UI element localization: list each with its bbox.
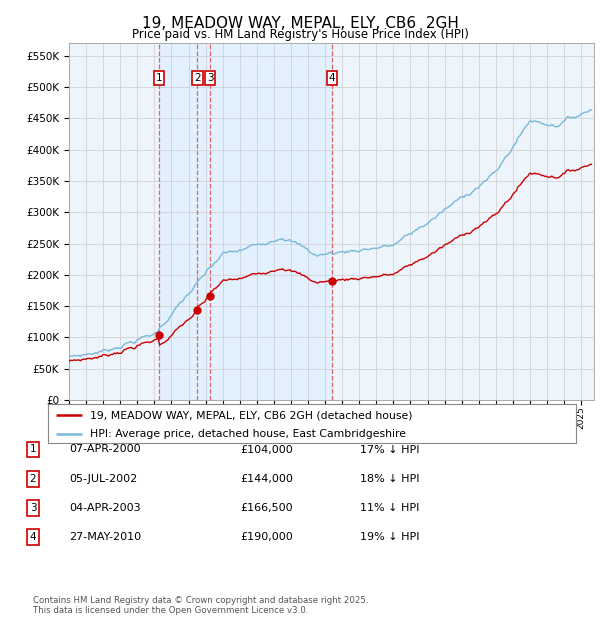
Text: 18% ↓ HPI: 18% ↓ HPI [360, 474, 419, 484]
Text: 11% ↓ HPI: 11% ↓ HPI [360, 503, 419, 513]
Text: £190,000: £190,000 [240, 532, 293, 542]
Text: 19, MEADOW WAY, MEPAL, ELY, CB6 2GH (detached house): 19, MEADOW WAY, MEPAL, ELY, CB6 2GH (det… [90, 410, 413, 420]
Text: 3: 3 [29, 503, 37, 513]
Text: 05-JUL-2002: 05-JUL-2002 [69, 474, 137, 484]
Text: 04-APR-2003: 04-APR-2003 [69, 503, 140, 513]
Text: 2: 2 [194, 73, 200, 83]
Text: £166,500: £166,500 [240, 503, 293, 513]
Text: 19% ↓ HPI: 19% ↓ HPI [360, 532, 419, 542]
Text: Price paid vs. HM Land Registry's House Price Index (HPI): Price paid vs. HM Land Registry's House … [131, 28, 469, 41]
Text: 1: 1 [29, 445, 37, 454]
Text: £104,000: £104,000 [240, 445, 293, 454]
Text: 19, MEADOW WAY, MEPAL, ELY, CB6  2GH: 19, MEADOW WAY, MEPAL, ELY, CB6 2GH [142, 16, 458, 30]
Text: 3: 3 [207, 73, 214, 83]
Text: 27-MAY-2010: 27-MAY-2010 [69, 532, 141, 542]
Text: Contains HM Land Registry data © Crown copyright and database right 2025.
This d: Contains HM Land Registry data © Crown c… [33, 596, 368, 615]
Text: 4: 4 [29, 532, 37, 542]
Bar [159, 43, 332, 400]
Text: 4: 4 [329, 73, 335, 83]
Text: 2: 2 [29, 474, 37, 484]
Text: 07-APR-2000: 07-APR-2000 [69, 445, 140, 454]
Text: £144,000: £144,000 [240, 474, 293, 484]
Text: 17% ↓ HPI: 17% ↓ HPI [360, 445, 419, 454]
Text: HPI: Average price, detached house, East Cambridgeshire: HPI: Average price, detached house, East… [90, 428, 406, 438]
Text: 1: 1 [155, 73, 162, 83]
